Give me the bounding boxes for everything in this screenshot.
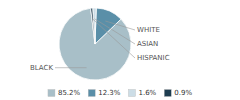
annotation: WHITE <box>137 26 160 34</box>
leader-line <box>93 19 135 58</box>
legend-item: 1.6% <box>128 89 156 97</box>
pie-slice <box>91 8 95 44</box>
legend-item: 12.3% <box>88 89 121 97</box>
legend-swatch <box>88 90 95 97</box>
annotation: ASIAN <box>137 40 158 48</box>
legend-label: 0.9% <box>174 89 192 97</box>
annotations: BLACK WHITE ASIAN HISPANIC <box>30 19 170 72</box>
legend: 85.2% 12.3% 1.6% 0.9% <box>48 89 192 97</box>
annotation: HISPANIC <box>137 54 170 62</box>
legend-swatch <box>128 90 135 97</box>
legend-item: 0.9% <box>164 89 192 97</box>
chart: BLACK WHITE ASIAN HISPANIC 85.2% 12.3% 1.6% 0.9… <box>0 0 240 100</box>
legend-label: 12.3% <box>98 89 121 97</box>
legend-label: 85.2% <box>58 89 81 97</box>
leader-line <box>95 19 135 44</box>
annotation: BLACK <box>30 64 53 72</box>
leader-line <box>105 21 135 30</box>
leader-line <box>55 67 87 68</box>
pie-slice <box>95 8 121 44</box>
legend-label: 1.6% <box>138 89 156 97</box>
legend-item: 85.2% <box>48 89 81 97</box>
legend-swatch <box>48 90 55 97</box>
legend-swatch <box>164 90 171 97</box>
